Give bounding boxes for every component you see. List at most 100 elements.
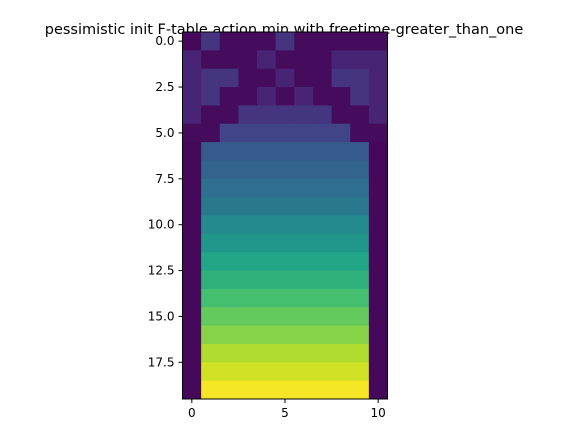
heatmap-cell	[294, 362, 314, 382]
heatmap-cell	[219, 178, 239, 198]
heatmap-cell	[294, 68, 314, 88]
heatmap-cell	[182, 32, 202, 51]
heatmap-cell	[368, 178, 388, 198]
heatmap-cell	[275, 50, 295, 70]
heatmap-cell	[331, 252, 351, 271]
heatmap-cell	[368, 380, 388, 400]
heatmap-cell	[219, 50, 239, 70]
heatmap-cell	[275, 87, 295, 106]
heatmap-cell	[238, 270, 258, 290]
heatmap-cell	[238, 197, 258, 216]
heatmap-cell	[201, 197, 221, 216]
heatmap-cell	[312, 105, 332, 125]
heatmap-cell	[312, 343, 332, 363]
heatmap-cell	[350, 105, 370, 125]
heatmap-cell	[201, 50, 221, 70]
x-tick-label: 10	[371, 406, 386, 420]
heatmap-cell	[219, 362, 239, 382]
heatmap-cell	[201, 270, 221, 290]
heatmap-cell	[350, 325, 370, 345]
x-axis: 0 5 10	[188, 399, 386, 420]
heatmap-cell	[201, 32, 221, 51]
heatmap-cell	[294, 307, 314, 326]
heatmap-cell	[238, 252, 258, 271]
heatmap-cell	[238, 68, 258, 88]
heatmap-cell	[350, 68, 370, 88]
heatmap-cell	[275, 123, 295, 143]
heatmap-cell	[275, 252, 295, 271]
heatmap-cell	[294, 178, 314, 198]
heatmap-cell	[331, 105, 351, 125]
heatmap-cell	[201, 160, 221, 180]
heatmap-cell	[312, 142, 332, 161]
heatmap-cell	[294, 233, 314, 253]
heatmap-cell	[182, 325, 202, 345]
heatmap-cell	[294, 87, 314, 106]
heatmap-cell	[312, 215, 332, 235]
heatmap-cell	[219, 123, 239, 143]
heatmap-cell	[257, 123, 277, 143]
heatmap-cell	[368, 123, 388, 143]
heatmap-cell	[312, 32, 332, 51]
heatmap-cell	[368, 343, 388, 363]
heatmap-cell	[201, 87, 221, 106]
heatmap-cell	[331, 142, 351, 161]
heatmap-cell	[368, 197, 388, 216]
heatmap-cell	[294, 288, 314, 308]
heatmap-cell	[350, 160, 370, 180]
heatmap-cell	[312, 123, 332, 143]
heatmap-cell	[238, 215, 258, 235]
heatmap-cell	[294, 197, 314, 216]
heatmap-cell	[294, 50, 314, 70]
heatmap-cell	[331, 87, 351, 106]
heatmap-cell	[312, 380, 332, 400]
heatmap-cell	[368, 50, 388, 70]
heatmap-cell	[294, 380, 314, 400]
heatmap-cell	[275, 105, 295, 125]
heatmap-cell	[238, 233, 258, 253]
heatmap-cell	[219, 380, 239, 400]
heatmap-cell	[312, 197, 332, 216]
heatmap-cell	[219, 325, 239, 345]
heatmap-cell	[182, 68, 202, 88]
heatmap-cell	[350, 307, 370, 326]
heatmap-cell	[350, 197, 370, 216]
heatmap-cell	[350, 123, 370, 143]
heatmap-cell	[331, 343, 351, 363]
heatmap-cell	[312, 178, 332, 198]
heatmap-cell	[312, 270, 332, 290]
y-tick-label: 2.5	[155, 80, 174, 94]
heatmap-cell	[182, 123, 202, 143]
heatmap-cell	[312, 325, 332, 345]
heatmap-cell	[257, 160, 277, 180]
heatmap-cell	[294, 142, 314, 161]
heatmap-cell	[368, 142, 388, 161]
heatmap-cell	[238, 87, 258, 106]
heatmap-cell	[238, 325, 258, 345]
heatmap-cell	[257, 68, 277, 88]
heatmap-cell	[182, 87, 202, 106]
heatmap-cell	[275, 343, 295, 363]
heatmap-cell	[350, 233, 370, 253]
heatmap-cell	[238, 50, 258, 70]
heatmap-cell	[257, 343, 277, 363]
heatmap-cell	[275, 362, 295, 382]
heatmap-cell	[331, 362, 351, 382]
heatmap-cell	[257, 380, 277, 400]
heatmap-cell	[182, 215, 202, 235]
heatmap-cell	[350, 270, 370, 290]
x-tick-label: 0	[188, 406, 196, 420]
heatmap-cell	[201, 142, 221, 161]
heatmap-cell	[331, 68, 351, 88]
heatmap-cell	[201, 307, 221, 326]
heatmap-cell	[368, 270, 388, 290]
heatmap-cell	[219, 160, 239, 180]
heatmap-cell	[275, 160, 295, 180]
heatmap-cell	[257, 87, 277, 106]
heatmap-cell	[201, 178, 221, 198]
heatmap-cell	[331, 160, 351, 180]
heatmap-cell	[238, 380, 258, 400]
heatmap-cell	[257, 50, 277, 70]
heatmap-cell	[312, 252, 332, 271]
